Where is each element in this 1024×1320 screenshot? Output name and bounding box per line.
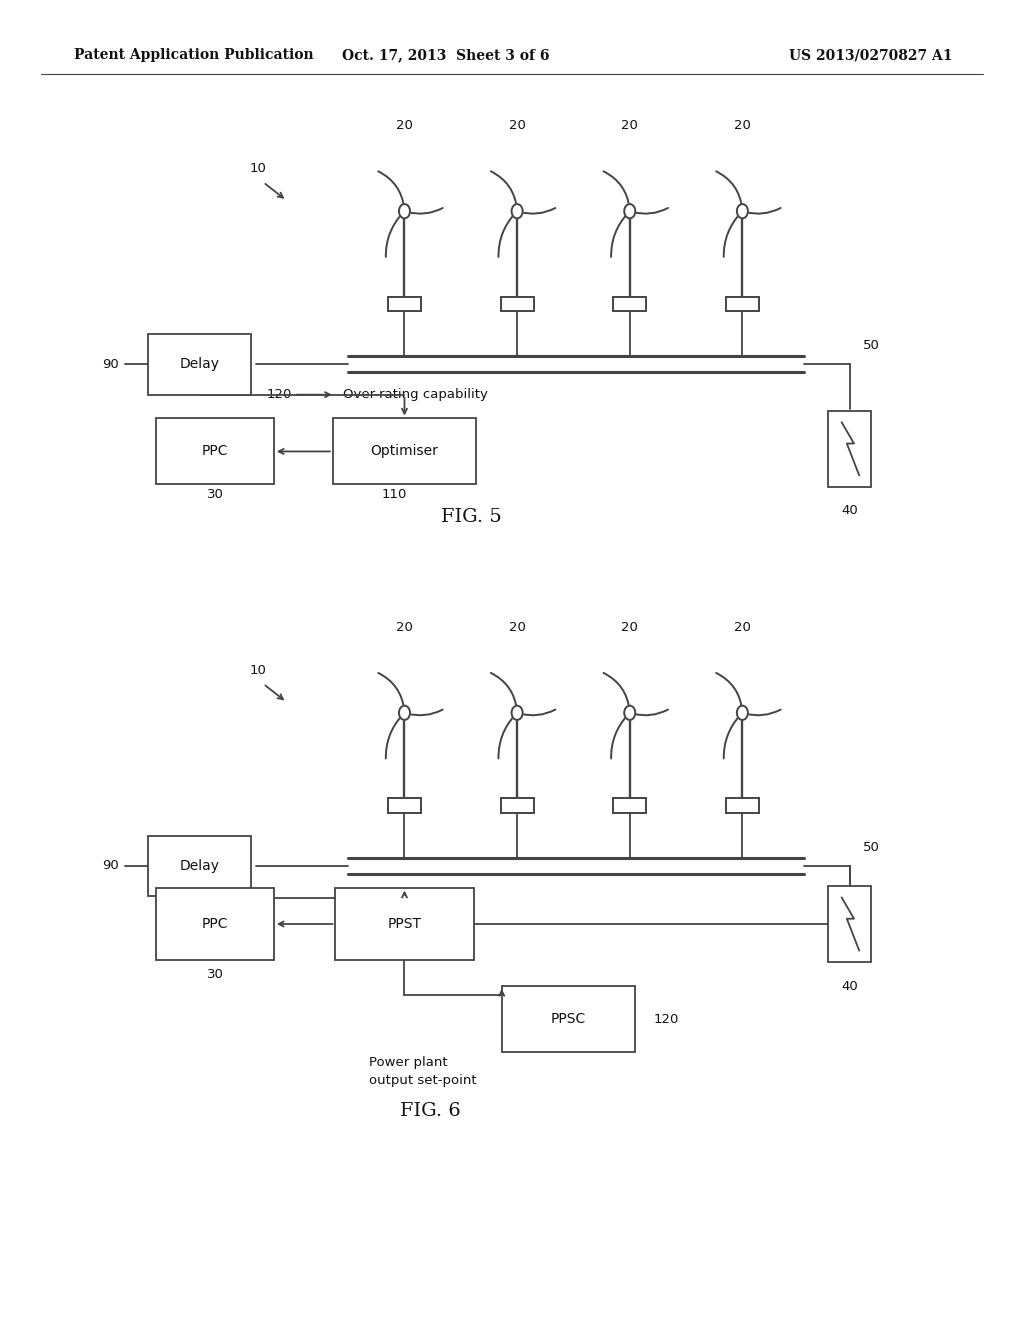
Bar [828, 886, 871, 962]
Text: 10: 10 [250, 162, 266, 176]
Text: FIG. 5: FIG. 5 [440, 508, 502, 527]
Circle shape [625, 205, 635, 218]
Text: 20: 20 [622, 119, 638, 132]
Text: US 2013/0270827 A1: US 2013/0270827 A1 [788, 49, 952, 62]
Text: Power plant
output set-point: Power plant output set-point [369, 1056, 476, 1086]
Circle shape [512, 706, 522, 719]
Text: 120: 120 [653, 1012, 679, 1026]
Circle shape [737, 205, 748, 218]
Text: 20: 20 [509, 620, 525, 634]
Text: 30: 30 [207, 968, 223, 981]
Bar [333, 418, 476, 484]
Text: 120: 120 [266, 388, 292, 401]
Text: FIG. 6: FIG. 6 [399, 1102, 461, 1121]
Text: Oct. 17, 2013  Sheet 3 of 6: Oct. 17, 2013 Sheet 3 of 6 [342, 49, 549, 62]
Bar [501, 799, 534, 813]
Text: PPC: PPC [202, 445, 228, 458]
Text: 110: 110 [382, 488, 407, 502]
Text: 30: 30 [207, 488, 223, 502]
Bar [613, 297, 646, 312]
Text: Patent Application Publication: Patent Application Publication [74, 49, 313, 62]
Text: PPC: PPC [202, 917, 228, 931]
Circle shape [399, 706, 410, 719]
Text: 20: 20 [622, 620, 638, 634]
Text: 90: 90 [102, 859, 119, 873]
Text: 20: 20 [509, 119, 525, 132]
Bar [148, 334, 251, 395]
Circle shape [512, 205, 522, 218]
Bar [388, 799, 421, 813]
Circle shape [737, 706, 748, 719]
Text: 40: 40 [842, 979, 858, 993]
Bar [613, 799, 646, 813]
Text: 20: 20 [396, 620, 413, 634]
Circle shape [625, 706, 635, 719]
Bar [388, 297, 421, 312]
Text: 20: 20 [396, 119, 413, 132]
Text: 20: 20 [734, 119, 751, 132]
Bar [726, 297, 759, 312]
Text: 50: 50 [863, 841, 880, 854]
Bar [156, 888, 274, 961]
Text: Delay: Delay [179, 859, 220, 873]
Bar [502, 986, 635, 1052]
Bar [726, 799, 759, 813]
Bar [828, 411, 871, 487]
Text: Over-rating capability: Over-rating capability [343, 388, 487, 401]
Bar [148, 836, 251, 896]
Text: 90: 90 [102, 358, 119, 371]
Text: Delay: Delay [179, 358, 220, 371]
Text: 10: 10 [250, 664, 266, 677]
Circle shape [399, 205, 410, 218]
Text: 40: 40 [842, 504, 858, 517]
Text: PPSC: PPSC [551, 1012, 586, 1026]
Bar [336, 888, 473, 961]
Bar [501, 297, 534, 312]
Text: Optimiser: Optimiser [371, 445, 438, 458]
Text: PPST: PPST [387, 917, 422, 931]
Text: 50: 50 [863, 339, 880, 352]
Bar [156, 418, 274, 484]
Text: 20: 20 [734, 620, 751, 634]
